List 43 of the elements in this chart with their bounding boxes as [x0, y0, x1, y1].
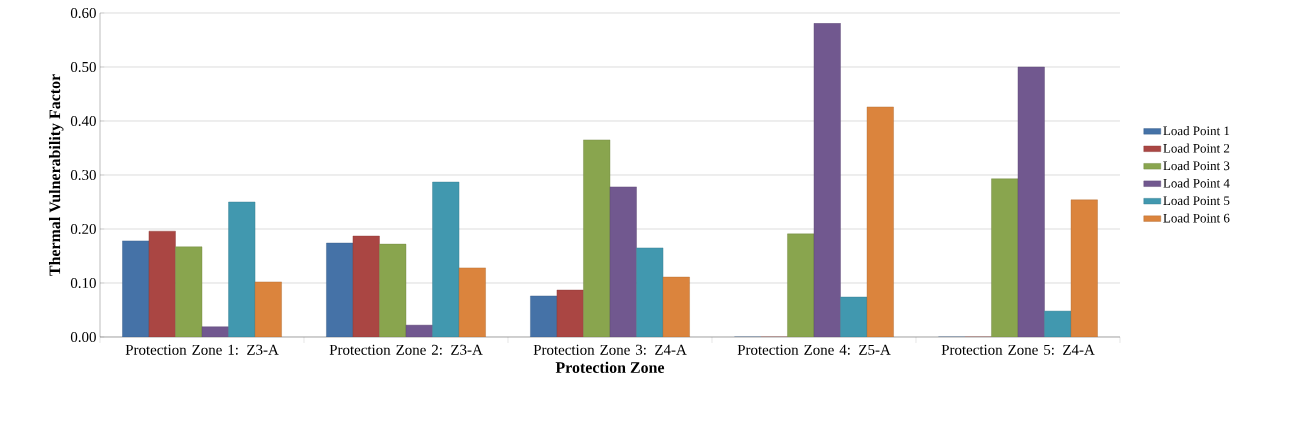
y-tick-label: 0.60: [70, 7, 96, 19]
bar: [122, 240, 150, 337]
bar: [148, 230, 176, 337]
bar: [530, 295, 558, 337]
x-tick-label: Protection Zone 5: Z4-A: [941, 344, 1095, 355]
bar: [175, 246, 203, 337]
bar: [556, 289, 584, 337]
bar: [866, 106, 894, 337]
x-tick-label: Protection Zone 1: Z3-A: [125, 344, 279, 355]
bar: [662, 276, 690, 337]
bar: [840, 296, 868, 337]
legend-label: Load Point 2: [1163, 143, 1230, 153]
legend-label: Load Point 6: [1163, 213, 1230, 223]
bar: [583, 139, 611, 337]
bar: [228, 201, 256, 337]
x-axis-title: Protection Zone: [555, 361, 665, 373]
bar: [609, 186, 637, 337]
legend-label: Load Point 1: [1163, 126, 1230, 136]
y-tick-label: 0.00: [70, 331, 96, 343]
bar: [636, 247, 664, 337]
bar: [1070, 199, 1098, 337]
legend-label: Load Point 4: [1163, 178, 1230, 188]
bar: [326, 242, 354, 337]
bar: [254, 281, 282, 337]
y-tick-label: 0.10: [70, 277, 96, 289]
bar: [432, 181, 460, 337]
bar: [991, 178, 1019, 337]
bar: [787, 233, 815, 337]
y-tick-label: 0.30: [70, 169, 96, 181]
bar: [458, 267, 486, 337]
bar: [813, 23, 841, 337]
bar: [379, 243, 407, 337]
x-tick-label: Protection Zone 4: Z5-A: [737, 344, 891, 355]
bar: [352, 235, 380, 337]
x-tick-label: Protection Zone 2: Z3-A: [329, 344, 483, 355]
legend-label: Load Point 5: [1163, 195, 1230, 206]
y-tick-label: 0.40: [70, 115, 96, 127]
x-tick-label: Protection Zone 3: Z4-A: [533, 344, 687, 355]
y-tick-label: 0.50: [70, 61, 96, 73]
legend-label: Load Point 3: [1163, 161, 1230, 171]
y-axis-title: Thermal Vulnerability Factor: [48, 74, 64, 276]
y-tick-label: 0.20: [70, 223, 96, 235]
bar: [1017, 66, 1045, 337]
